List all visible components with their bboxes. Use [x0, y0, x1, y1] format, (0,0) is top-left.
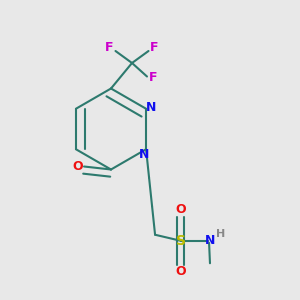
Text: N: N	[139, 148, 149, 161]
Text: O: O	[175, 266, 186, 278]
Text: N: N	[205, 234, 215, 247]
Text: H: H	[215, 229, 225, 239]
Text: S: S	[176, 234, 186, 248]
Text: F: F	[150, 41, 159, 54]
Text: N: N	[146, 101, 157, 114]
Text: O: O	[72, 160, 83, 173]
Text: O: O	[175, 203, 186, 216]
Text: F: F	[105, 41, 114, 54]
Text: F: F	[149, 70, 157, 84]
